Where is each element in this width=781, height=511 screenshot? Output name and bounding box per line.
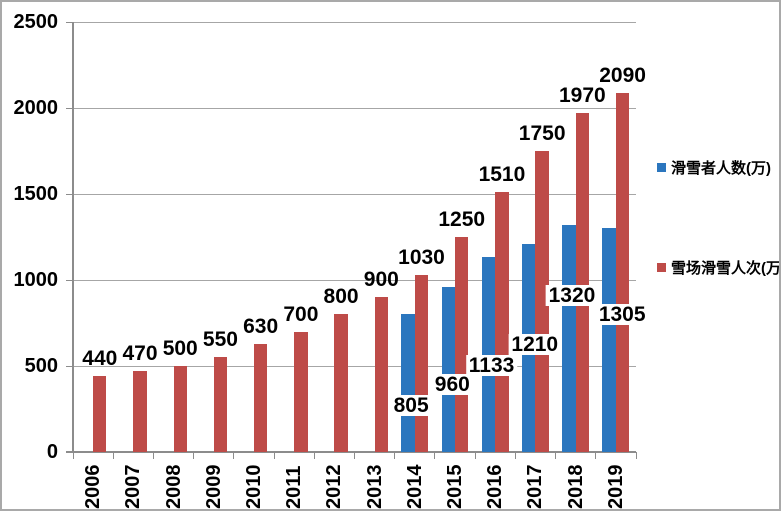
x-tick-label-2019: 2019 <box>604 464 627 510</box>
bar-skiers-2019 <box>602 227 616 452</box>
bar-visits-2009 <box>213 357 228 452</box>
y-tick-label-1500: 1500 <box>13 183 59 205</box>
bar-visits-2017 <box>535 151 549 452</box>
label-visits-2008: 500 <box>162 337 198 360</box>
x-tick-12 <box>555 452 557 459</box>
x-tick-label-2009: 2009 <box>202 464 225 510</box>
label-visits-2011: 700 <box>283 302 319 326</box>
bar-skiers-2018 <box>562 224 576 452</box>
label-visits-2016: 1510 <box>478 163 526 187</box>
label-visits-2012: 800 <box>323 285 359 309</box>
bar-visits-2018 <box>575 113 590 452</box>
x-tick-3 <box>193 452 195 459</box>
label-visits-2007: 470 <box>122 342 158 366</box>
legend-item-visits: 雪场滑雪人次(万) <box>657 257 781 278</box>
x-tick-label-2016: 2016 <box>484 464 507 510</box>
x-tick-label-2014: 2014 <box>403 464 426 510</box>
y-tick-1000 <box>66 279 73 281</box>
x-tick-13 <box>595 452 597 459</box>
bar-visits-2010 <box>253 343 268 452</box>
x-tick-label-2012: 2012 <box>323 464 346 510</box>
label-skiers-2014: 805 <box>390 395 432 416</box>
gridline-1500 <box>73 193 636 195</box>
x-tick-label-2015: 2015 <box>444 464 467 510</box>
x-tick-label-2007: 2007 <box>122 464 145 510</box>
x-tick-10 <box>474 452 476 459</box>
gridline-500 <box>73 365 636 367</box>
x-tick-label-2006: 2006 <box>82 464 105 510</box>
x-tick-label-2013: 2013 <box>363 464 386 510</box>
label-visits-2014: 1030 <box>398 245 445 269</box>
x-axis-line <box>66 451 636 453</box>
x-tick-2 <box>152 452 154 459</box>
label-visits-2009: 550 <box>202 328 238 352</box>
legend-label-visits: 雪场滑雪人次(万) <box>671 260 781 277</box>
y-tick-label-500: 500 <box>24 355 58 377</box>
y-axis-line <box>72 22 74 452</box>
x-tick-label-2010: 2010 <box>242 464 265 510</box>
x-tick-label-2017: 2017 <box>524 464 547 510</box>
bar-skiers-2016 <box>481 257 496 452</box>
x-tick-label-2018: 2018 <box>564 464 587 510</box>
bar-skiers-2015 <box>441 286 456 452</box>
gridline-2500 <box>73 21 636 23</box>
legend-item-skiers: 滑雪者人数(万) <box>657 157 779 178</box>
x-tick-8 <box>394 452 396 459</box>
label-visits-2018: 1970 <box>559 84 606 108</box>
x-tick-6 <box>313 452 315 459</box>
y-tick-label-2000: 2000 <box>13 97 59 119</box>
y-tick-label-0: 0 <box>46 441 58 463</box>
label-skiers-2019: 1305 <box>595 304 649 325</box>
bar-visits-2012 <box>334 314 348 452</box>
bar-visits-2006 <box>93 376 107 452</box>
label-skiers-2017: 1210 <box>508 334 562 355</box>
label-visits-2013: 900 <box>363 268 399 292</box>
y-tick-2000 <box>66 107 73 109</box>
legend-label-skiers: 滑雪者人数(万) <box>671 160 771 177</box>
y-tick-label-2500: 2500 <box>13 11 59 33</box>
bar-visits-2007 <box>133 371 147 452</box>
bar-visits-2016 <box>495 192 509 452</box>
x-tick-7 <box>354 452 355 459</box>
gridline-1000 <box>73 279 636 281</box>
x-tick-label-2011: 2011 <box>283 465 306 509</box>
label-visits-2015: 1250 <box>438 208 486 231</box>
x-tick-9 <box>434 452 436 459</box>
y-tick-2500 <box>66 21 73 23</box>
bar-visits-2011 <box>294 331 308 452</box>
bar-visits-2014 <box>414 274 429 452</box>
label-visits-2010: 630 <box>243 314 279 338</box>
bar-visits-2019 <box>615 92 630 452</box>
y-tick-label-1000: 1000 <box>13 269 59 291</box>
label-skiers-2016: 1133 <box>465 355 518 376</box>
x-tick-label-2008: 2008 <box>162 464 185 510</box>
x-tick-0 <box>72 452 74 459</box>
x-tick-4 <box>233 452 235 459</box>
x-tick-5 <box>273 452 275 459</box>
bar-visits-2015 <box>455 237 469 452</box>
legend-swatch-skiers-icon <box>657 163 666 172</box>
gridline-2000 <box>73 107 636 109</box>
x-tick-1 <box>112 452 114 459</box>
legend-swatch-visits-icon <box>657 263 666 272</box>
label-visits-2019: 2090 <box>599 63 646 87</box>
bar-visits-2013 <box>374 297 388 452</box>
x-tick-14 <box>635 452 637 459</box>
bar-skiers-2014 <box>401 313 415 452</box>
x-tick-11 <box>514 452 516 459</box>
label-visits-2017: 1750 <box>518 122 566 145</box>
y-tick-500 <box>66 365 73 367</box>
label-skiers-2015: 960 <box>431 374 473 395</box>
y-tick-1500 <box>66 193 73 195</box>
label-skiers-2018: 1320 <box>545 285 599 306</box>
label-visits-2006: 440 <box>82 347 118 371</box>
bar-visits-2008 <box>173 366 187 452</box>
